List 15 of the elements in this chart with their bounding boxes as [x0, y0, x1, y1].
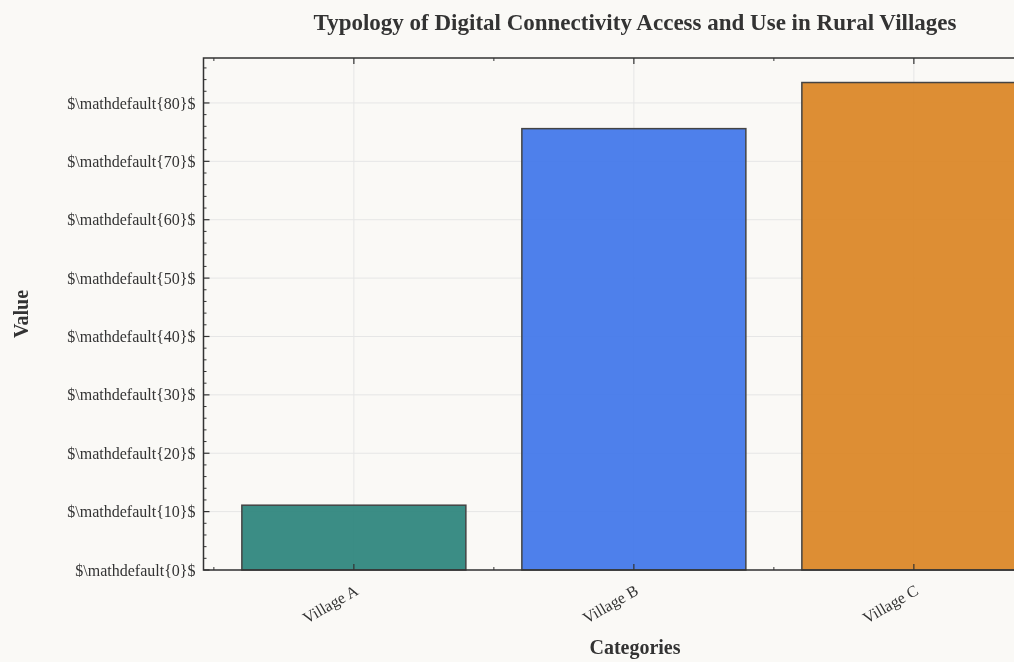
y-tick-label: $\mathdefault{80}$ — [67, 94, 196, 112]
y-tick-label: $\mathdefault{30}$ — [67, 386, 196, 404]
y-tick-label: $\mathdefault{70}$ — [67, 152, 196, 170]
x-tick-label: Village B — [579, 581, 642, 628]
x-tick-label: Village C — [859, 581, 922, 628]
y-axis-title: Value — [10, 289, 32, 339]
y-tick-label: $\mathdefault{40}$ — [67, 328, 196, 346]
y-tick-label: $\mathdefault{10}$ — [67, 503, 196, 521]
y-tick-label: $\mathdefault{60}$ — [67, 211, 196, 229]
chart-title: Typology of Digital Connectivity Access and Use in Rural Villages — [313, 10, 957, 35]
x-tick-label: Village A — [299, 581, 362, 628]
y-tick-label: $\mathdefault{20}$ — [67, 444, 196, 462]
y-tick-label: $\mathdefault{50}$ — [67, 269, 196, 287]
y-tick-label: $\mathdefault{0}$ — [75, 561, 196, 579]
x-axis-title: Categories — [589, 636, 681, 659]
